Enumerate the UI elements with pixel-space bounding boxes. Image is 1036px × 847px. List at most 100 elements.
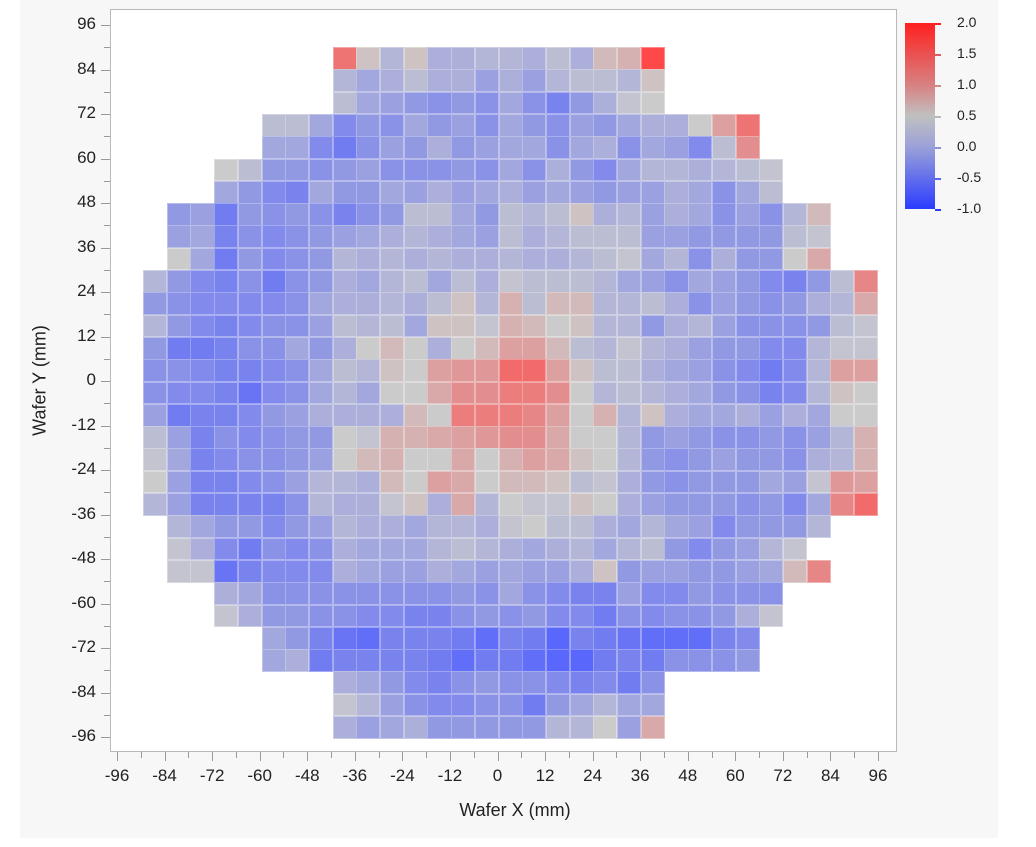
heatmap-cell (640, 359, 665, 382)
heatmap-cell (308, 604, 334, 628)
heatmap-cell (261, 381, 286, 405)
heatmap-cell (474, 559, 499, 583)
heatmap-cell (711, 493, 736, 516)
heatmap-cell (759, 403, 784, 427)
heatmap-cell (498, 359, 523, 382)
heatmap-cell (569, 626, 594, 650)
heatmap-cell (237, 448, 262, 472)
heatmap-cell (664, 225, 689, 249)
heatmap-cell (664, 359, 689, 382)
heatmap-cell (830, 292, 855, 316)
heatmap-cell (356, 448, 381, 472)
x-minor-tick (188, 752, 190, 758)
y-tick (101, 514, 110, 516)
y-tick (101, 247, 110, 249)
heatmap-cell (380, 693, 405, 717)
heatmap-cell (332, 314, 357, 338)
x-minor-tick (711, 752, 713, 758)
heatmap-cell (285, 270, 310, 293)
heatmap-cell (451, 247, 476, 271)
heatmap-cell (830, 314, 855, 338)
heatmap-cell (166, 426, 191, 449)
heatmap-cell (522, 203, 547, 226)
heatmap-cell (403, 381, 428, 405)
heatmap-cell (261, 582, 286, 605)
heatmap-cell (214, 515, 239, 539)
heatmap-cell (854, 314, 879, 338)
heatmap-cell (522, 559, 547, 583)
heatmap-cell (332, 158, 357, 182)
heatmap-cell (782, 470, 808, 494)
heatmap-cell (403, 359, 428, 382)
heatmap-cell (711, 270, 736, 293)
heatmap-cell (214, 493, 239, 516)
heatmap-cell (474, 403, 499, 427)
heatmap-cell (498, 559, 523, 583)
heatmap-cell (522, 671, 547, 695)
heatmap-cell (806, 470, 831, 494)
heatmap-cell (545, 403, 571, 427)
heatmap-cell (261, 515, 286, 539)
heatmap-cell (617, 426, 642, 449)
heatmap-cell (403, 426, 428, 449)
heatmap-cell (427, 69, 452, 93)
colorbar-tick (935, 116, 941, 118)
x-minor-tick (568, 752, 570, 758)
heatmap-cell (166, 292, 191, 316)
heatmap-cell (569, 247, 594, 271)
heatmap-cell (782, 403, 808, 427)
heatmap-cell (688, 649, 713, 672)
heatmap-cell (522, 582, 547, 605)
y-tick-label: 36 (77, 236, 96, 256)
x-tick-label: 12 (535, 766, 555, 785)
heatmap-cell (617, 626, 642, 650)
heatmap-cell (308, 381, 334, 405)
heatmap-cell (237, 381, 262, 405)
heatmap-cell (308, 247, 334, 271)
heatmap-cell (380, 270, 405, 293)
heatmap-cell (545, 470, 571, 494)
heatmap-cell (569, 91, 594, 115)
heatmap-cell (214, 359, 239, 382)
heatmap-cell (617, 537, 642, 561)
heatmap-cell (782, 225, 808, 249)
heatmap-cell (237, 426, 262, 449)
heatmap-cell (617, 336, 642, 360)
heatmap-cell (664, 113, 689, 137)
heatmap-cell (498, 470, 523, 494)
heatmap-cell (474, 180, 499, 204)
heatmap-cell (308, 136, 334, 159)
heatmap-cell (332, 537, 357, 561)
heatmap-cell (237, 314, 262, 338)
heatmap-cell (356, 403, 381, 427)
heatmap-cell (332, 582, 357, 605)
heatmap-cell (664, 515, 689, 539)
heatmap-cell (427, 203, 452, 226)
heatmap-cell (498, 158, 523, 182)
heatmap-cell (451, 314, 476, 338)
heatmap-cell (190, 225, 215, 249)
y-minor-tick (104, 625, 110, 627)
heatmap-cell (782, 336, 808, 360)
heatmap-cell (403, 403, 428, 427)
heatmap-cell (214, 247, 239, 271)
heatmap-cell (735, 359, 760, 382)
heatmap-cell (498, 693, 523, 717)
heatmap-cell (688, 314, 713, 338)
heatmap-cell (261, 537, 286, 561)
y-tick-label: 72 (77, 103, 96, 122)
heatmap-cell (356, 693, 381, 717)
heatmap-cell (237, 359, 262, 382)
heatmap-cell (545, 247, 571, 271)
heatmap-cell (214, 336, 239, 360)
heatmap-cell (308, 203, 334, 226)
heatmap-cell (166, 203, 191, 226)
heatmap-cell (522, 493, 547, 516)
y-tick (101, 692, 110, 694)
heatmap-cell (332, 336, 357, 360)
heatmap-cell (427, 493, 452, 516)
heatmap-cell (545, 426, 571, 449)
x-tick-label: -48 (294, 766, 320, 785)
heatmap-cell (759, 314, 784, 338)
heatmap-cell (640, 180, 665, 204)
